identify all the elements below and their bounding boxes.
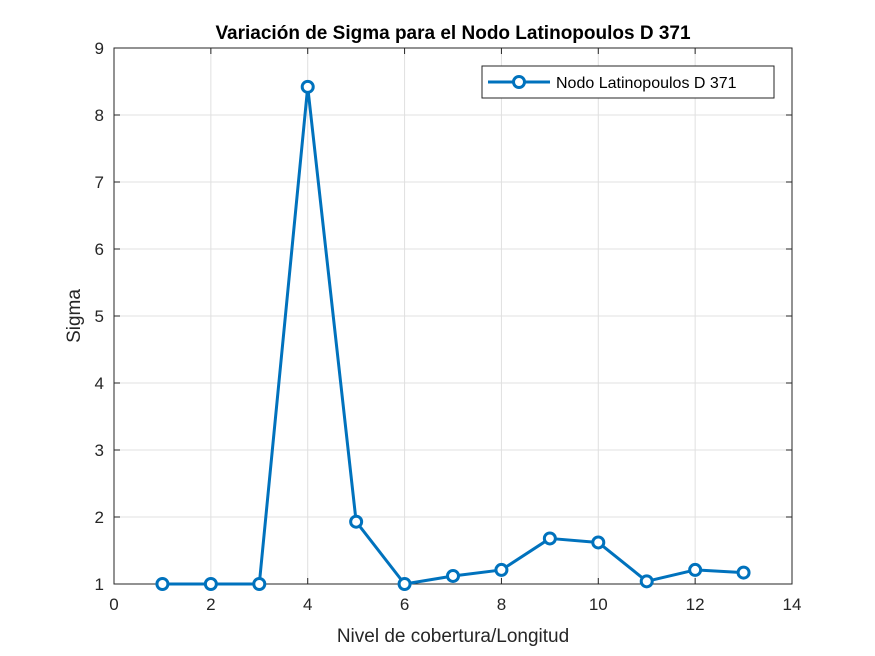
data-point: [639, 574, 654, 589]
legend-entry-label: Nodo Latinopoulos D 371: [556, 75, 737, 92]
x-tick-label: 14: [783, 595, 802, 614]
y-tick-label: 4: [95, 374, 104, 393]
y-tick-label: 9: [95, 39, 104, 58]
data-point: [203, 577, 218, 591]
x-tick-label: 8: [497, 595, 506, 614]
y-tick-label: 1: [95, 575, 104, 594]
y-axis-label: Sigma: [64, 289, 85, 343]
data-point: [349, 514, 364, 529]
data-point: [446, 568, 460, 583]
data-point: [155, 577, 170, 591]
data-point: [397, 577, 412, 591]
chart-title: Variación de Sigma para el Nodo Latinopo…: [215, 23, 691, 44]
x-tick-label: 10: [589, 595, 608, 614]
data-point: [252, 577, 267, 591]
y-tick-label: 3: [95, 441, 104, 460]
x-tick-label: 4: [303, 595, 312, 614]
legend: Nodo Latinopoulos D 371: [481, 65, 775, 99]
data-point: [494, 562, 509, 577]
x-tick-label: 0: [109, 595, 118, 614]
y-tick-label: 2: [95, 508, 104, 527]
data-point: [736, 565, 751, 580]
data-point: [300, 79, 315, 94]
legend-marker: [512, 75, 526, 89]
x-tick-label: 2: [206, 595, 215, 614]
y-tick-label: 7: [95, 173, 104, 192]
series-layer: [155, 79, 751, 591]
y-tick-label: 5: [95, 307, 104, 326]
y-tick-label: 6: [95, 240, 104, 259]
x-tick-label: 12: [686, 595, 705, 614]
y-tick-label: 8: [95, 106, 104, 125]
data-point: [542, 531, 557, 546]
x-tick-label: 6: [400, 595, 409, 614]
data-point: [591, 535, 606, 550]
data-point: [688, 562, 703, 577]
x-axis-label: Nivel de cobertura/Longitud: [337, 626, 569, 647]
